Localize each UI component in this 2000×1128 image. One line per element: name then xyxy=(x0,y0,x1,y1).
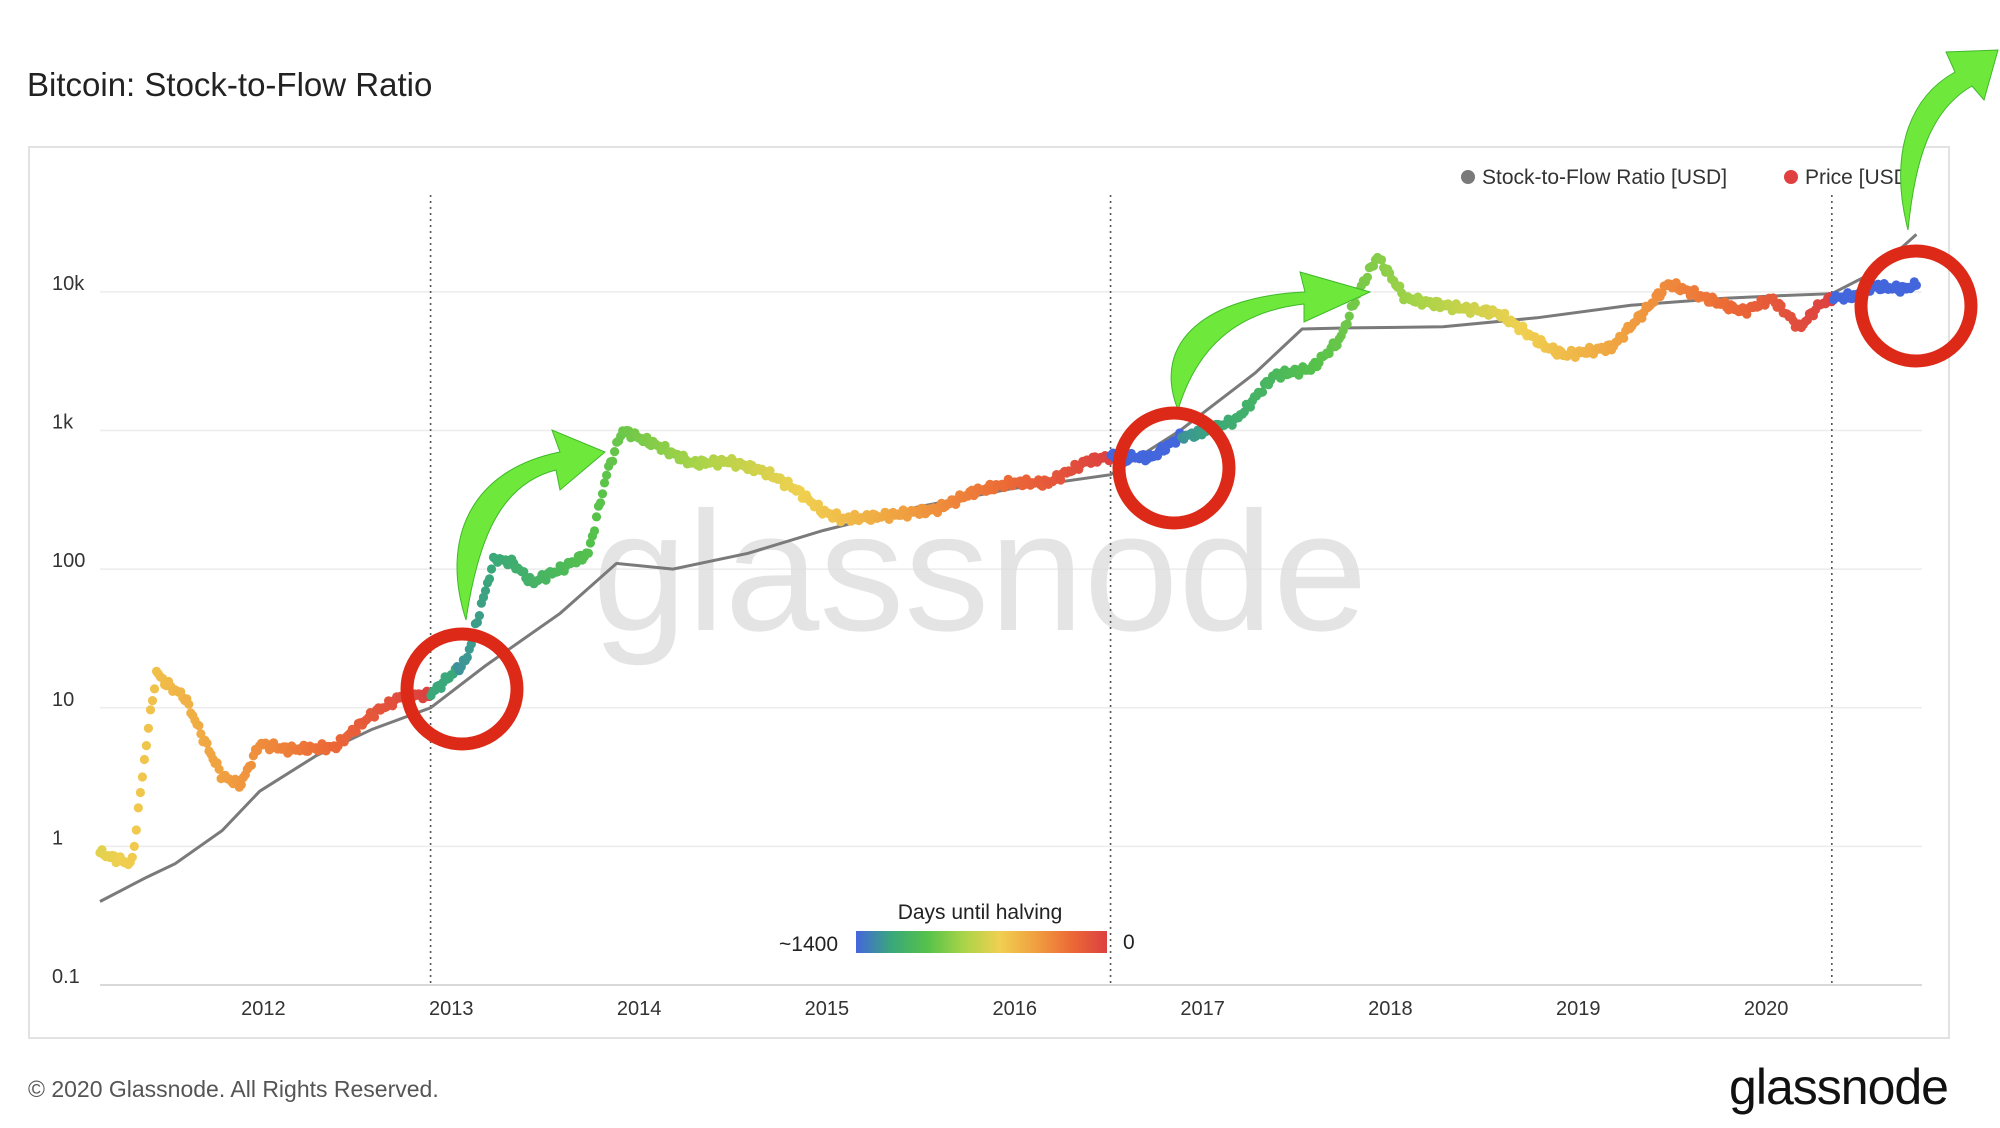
price-point xyxy=(369,712,380,722)
price-point xyxy=(147,696,158,706)
price-point xyxy=(1776,300,1786,311)
colorbar-title: Days until halving xyxy=(898,901,1063,924)
glassnode-logo[interactable]: glassnode xyxy=(1729,1059,1949,1115)
price-point xyxy=(1350,298,1360,308)
x-tick-label: 2012 xyxy=(241,998,286,1020)
price-point xyxy=(589,526,600,536)
price-point xyxy=(602,470,612,480)
legend-item-s2f[interactable]: Stock-to-Flow Ratio [USD] xyxy=(1461,166,1727,189)
copyright-footer: © 2020 Glassnode. All Rights Reserved. xyxy=(28,1076,439,1102)
x-tick-label: 2014 xyxy=(617,998,662,1020)
price-point xyxy=(236,780,246,790)
legend-price-marker xyxy=(1784,170,1798,184)
price-point xyxy=(351,726,361,737)
price-point xyxy=(214,764,224,774)
price-point xyxy=(1342,319,1352,329)
price-point xyxy=(149,684,160,694)
price-point xyxy=(595,498,606,508)
price-point xyxy=(1619,333,1629,343)
x-tick-label: 2015 xyxy=(805,998,850,1020)
y-tick-label: 10k xyxy=(52,273,85,295)
legend-item-price[interactable]: Price [USD] xyxy=(1784,166,1915,189)
x-tick-label: 2019 xyxy=(1556,998,1601,1020)
price-point xyxy=(1500,308,1510,318)
price-point xyxy=(1362,272,1372,282)
y-tick-label: 100 xyxy=(52,550,85,572)
price-point xyxy=(1911,280,1921,290)
legend: Stock-to-Flow Ratio [USD] Price [USD] xyxy=(1461,166,1915,189)
price-point xyxy=(474,611,484,621)
chart-title: Bitcoin: Stock-to-Flow Ratio xyxy=(27,66,432,103)
price-point xyxy=(137,772,147,782)
price-point xyxy=(194,721,204,731)
price-point xyxy=(486,564,497,574)
plot-frame xyxy=(28,146,1950,1039)
arrow-icon xyxy=(1170,271,1372,412)
price-point xyxy=(1239,407,1249,417)
arrow-icon xyxy=(1900,49,1999,231)
highlight-circle xyxy=(1854,244,1978,368)
x-tick-label: 2016 xyxy=(993,998,1038,1020)
annotations xyxy=(400,49,1999,751)
x-tick-label: 2018 xyxy=(1368,998,1413,1020)
price-point xyxy=(591,512,602,522)
price-point xyxy=(127,852,137,862)
watermark-logo: glassnode xyxy=(592,477,1367,667)
legend-s2f-marker xyxy=(1461,170,1475,184)
price-point xyxy=(246,760,256,770)
x-tick-label: 2013 xyxy=(429,998,474,1020)
price-point xyxy=(597,489,608,499)
price-point xyxy=(1395,281,1405,291)
colorbar-right-label: 0 xyxy=(1123,931,1135,954)
colorbar: Days until halving ~1400 0 xyxy=(779,901,1135,956)
price-point xyxy=(480,586,491,596)
price-point xyxy=(202,738,212,748)
price-point xyxy=(139,754,149,765)
price-point xyxy=(1376,255,1387,265)
price-point xyxy=(1344,311,1354,321)
arrow-icon xyxy=(456,429,606,621)
y-tick-label: 0.1 xyxy=(52,966,80,988)
colorbar-left-label: ~1400 xyxy=(779,933,838,956)
price-point xyxy=(184,699,194,709)
legend-price-label: Price [USD] xyxy=(1805,166,1915,189)
price-point xyxy=(466,639,476,649)
price-point xyxy=(610,447,620,457)
price-point xyxy=(599,478,610,488)
price-point xyxy=(141,741,151,751)
y-tick-label: 10 xyxy=(52,689,74,711)
x-tick-label: 2020 xyxy=(1744,998,1789,1020)
legend-s2f-label: Stock-to-Flow Ratio [USD] xyxy=(1482,166,1727,189)
x-axis: 2012 2013 2014 2015 2016 2017 2018 2019 2020 xyxy=(241,998,1788,1020)
y-tick-label: 1k xyxy=(52,412,74,434)
price-point xyxy=(583,548,594,558)
x-tick-label: 2017 xyxy=(1180,998,1225,1020)
price-point xyxy=(143,723,153,733)
highlight-circle xyxy=(1112,406,1236,530)
y-axis: 0.1 1 10 100 1k 10k xyxy=(52,273,85,988)
price-point xyxy=(462,652,472,663)
y-tick-label: 1 xyxy=(52,827,63,849)
price-point xyxy=(608,456,618,466)
price-point xyxy=(145,705,156,715)
price-point xyxy=(484,574,495,584)
price-point xyxy=(129,841,139,852)
price-point xyxy=(133,803,143,813)
price-point xyxy=(131,825,141,835)
price-point xyxy=(585,538,596,548)
price-point xyxy=(813,499,824,509)
price-point xyxy=(135,787,145,798)
colorbar-gradient xyxy=(856,931,1107,953)
highlight-circle xyxy=(400,627,524,751)
price-point xyxy=(1257,387,1268,397)
grid-lines xyxy=(100,291,1922,986)
